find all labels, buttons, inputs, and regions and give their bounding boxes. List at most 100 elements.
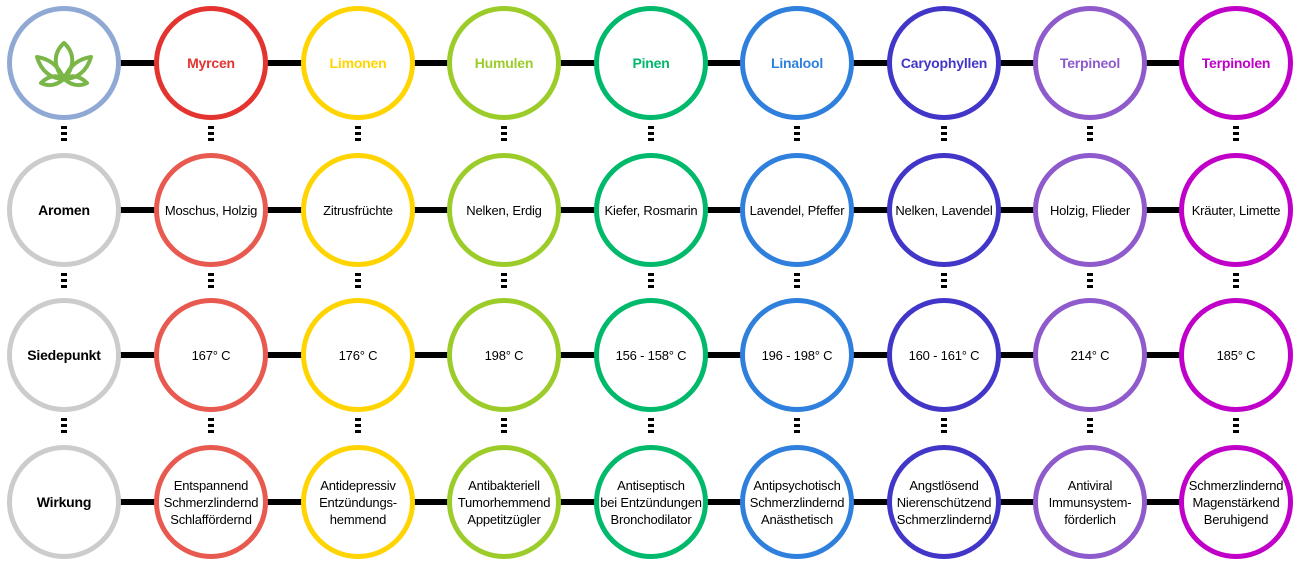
- connector-line: [119, 352, 156, 358]
- connector-line: [559, 207, 596, 213]
- boiling-point-cell: 156 - 158° C: [594, 298, 708, 412]
- aroma-cell: Moschus, Holzig: [154, 153, 268, 267]
- dashed-connector: [208, 285, 214, 288]
- terpene-name-1-text: Myrcen: [187, 54, 235, 71]
- dashed-connector: [208, 279, 214, 282]
- aroma-cell: Kräuter, Limette: [1179, 153, 1293, 267]
- terpene-name-8-text: Terpinolen: [1201, 54, 1271, 71]
- terpene-name-3: Humulen: [447, 6, 561, 120]
- dashed-connector: [941, 285, 947, 288]
- terpene-name-5: Linalool: [740, 6, 854, 120]
- aroma-cell: Lavendel, Pfeffer: [740, 153, 854, 267]
- dashed-connector: [1087, 424, 1093, 427]
- effect-cell: Antipsychotisch Schmerzlindernd Anästhet…: [740, 445, 854, 559]
- dashed-connector: [1233, 285, 1239, 288]
- connector-line: [266, 60, 303, 66]
- row-label-2-text: Siedepunkt: [27, 346, 101, 363]
- dashed-connector: [355, 132, 361, 135]
- terpene-name-4: Pinen: [594, 6, 708, 120]
- aroma-cell-text: Kiefer, Rosmarin: [604, 202, 698, 218]
- connector-line: [706, 499, 742, 505]
- dashed-connector: [501, 126, 507, 129]
- aroma-cell-text: Kräuter, Limette: [1191, 202, 1281, 218]
- connector-line: [266, 207, 303, 213]
- row-label-1-text: Aromen: [38, 201, 90, 218]
- dashed-connector: [61, 424, 67, 427]
- dashed-connector: [794, 424, 800, 427]
- effect-cell-text: Antiviral Immunsystem- förderlich: [1048, 477, 1132, 527]
- boiling-point-cell: 160 - 161° C: [887, 298, 1001, 412]
- dashed-connector: [501, 285, 507, 288]
- dashed-connector: [648, 279, 654, 282]
- dashed-connector: [1087, 279, 1093, 282]
- dashed-connector: [941, 418, 947, 421]
- dashed-connector: [208, 138, 214, 141]
- dashed-connector: [61, 126, 67, 129]
- dashed-connector: [1087, 126, 1093, 129]
- aroma-cell-text: Lavendel, Pfeffer: [749, 202, 845, 218]
- terpene-name-6-text: Caryophyllen: [900, 54, 988, 71]
- dashed-connector: [648, 285, 654, 288]
- terpene-name-5-text: Linalool: [770, 54, 824, 71]
- connector-line: [559, 352, 596, 358]
- dashed-connector: [61, 418, 67, 421]
- terpene-name-4-text: Pinen: [632, 54, 670, 71]
- dashed-connector: [941, 424, 947, 427]
- dashed-connector: [1087, 273, 1093, 276]
- dashed-connector: [794, 126, 800, 129]
- dashed-connector: [355, 279, 361, 282]
- aroma-cell: Nelken, Lavendel: [887, 153, 1001, 267]
- connector-line: [999, 352, 1035, 358]
- row-label-3-text: Wirkung: [36, 493, 92, 510]
- dashed-connector: [208, 424, 214, 427]
- dashed-connector: [501, 430, 507, 433]
- dashed-connector: [1233, 279, 1239, 282]
- connector-line: [1145, 207, 1181, 213]
- connector-line: [852, 499, 889, 505]
- dashed-connector: [794, 430, 800, 433]
- dashed-connector: [794, 138, 800, 141]
- dashed-connector: [1233, 273, 1239, 276]
- dashed-connector: [208, 132, 214, 135]
- dashed-connector: [941, 132, 947, 135]
- dashed-connector: [501, 424, 507, 427]
- terpene-name-7-text: Terpineol: [1059, 54, 1121, 71]
- terpene-name-2-text: Limonen: [329, 54, 387, 71]
- terpene-name-6: Caryophyllen: [887, 6, 1001, 120]
- boiling-point-cell-text: 196 - 198° C: [761, 347, 833, 363]
- effect-cell: Antibakteriell Tumorhemmend Appetitzügle…: [447, 445, 561, 559]
- dashed-connector: [208, 126, 214, 129]
- dashed-connector: [61, 285, 67, 288]
- boiling-point-cell-text: 156 - 158° C: [615, 347, 687, 363]
- effect-cell-text: Schmerzlindernd Magenstärkend Beruhigend: [1188, 477, 1284, 527]
- aroma-cell-text: Nelken, Erdig: [466, 202, 542, 218]
- boiling-point-cell-text: 198° C: [484, 347, 524, 363]
- dashed-connector: [1087, 132, 1093, 135]
- connector-line: [559, 499, 596, 505]
- effect-cell: Entspannend Schmerzlindernd Schlafförder…: [154, 445, 268, 559]
- connector-line: [999, 207, 1035, 213]
- boiling-point-cell-text: 185° C: [1216, 347, 1256, 363]
- dashed-connector: [355, 418, 361, 421]
- connector-line: [706, 60, 742, 66]
- boiling-point-cell-text: 176° C: [338, 347, 378, 363]
- connector-line: [852, 352, 889, 358]
- aroma-cell-text: Holzig, Flieder: [1049, 202, 1131, 218]
- boiling-point-cell: 167° C: [154, 298, 268, 412]
- terpene-name-3-text: Humulen: [474, 54, 534, 71]
- connector-line: [413, 207, 449, 213]
- row-label-2: Siedepunkt: [7, 298, 121, 412]
- boiling-point-cell: 185° C: [1179, 298, 1293, 412]
- dashed-connector: [61, 132, 67, 135]
- dashed-connector: [794, 418, 800, 421]
- effect-cell-text: Antipsychotisch Schmerzlindernd Anästhet…: [749, 477, 845, 527]
- aroma-cell-text: Moschus, Holzig: [164, 202, 258, 218]
- effect-cell: Schmerzlindernd Magenstärkend Beruhigend: [1179, 445, 1293, 559]
- row-label-1: Aromen: [7, 153, 121, 267]
- dashed-connector: [648, 138, 654, 141]
- dashed-connector: [1233, 430, 1239, 433]
- boiling-point-cell-text: 167° C: [191, 347, 231, 363]
- dashed-connector: [941, 138, 947, 141]
- dashed-connector: [208, 418, 214, 421]
- boiling-point-cell-text: 160 - 161° C: [908, 347, 980, 363]
